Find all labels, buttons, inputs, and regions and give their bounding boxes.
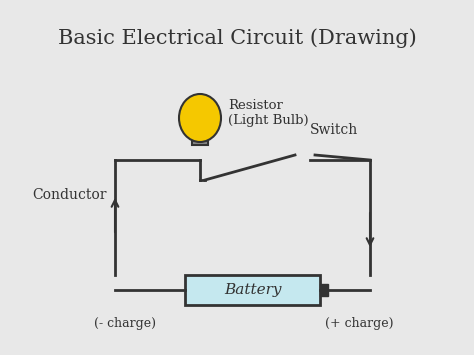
Bar: [192, 131, 208, 145]
Bar: [320, 284, 328, 296]
Text: (- charge): (- charge): [94, 317, 156, 330]
Ellipse shape: [179, 94, 221, 142]
Text: Battery: Battery: [224, 283, 281, 297]
Text: Resistor
(Light Bulb): Resistor (Light Bulb): [228, 99, 309, 127]
Text: (+ charge): (+ charge): [325, 317, 393, 330]
Bar: [185, 275, 320, 305]
Text: Basic Electrical Circuit (Drawing): Basic Electrical Circuit (Drawing): [58, 28, 416, 48]
Text: Conductor: Conductor: [33, 188, 107, 202]
Text: Switch: Switch: [310, 123, 358, 137]
